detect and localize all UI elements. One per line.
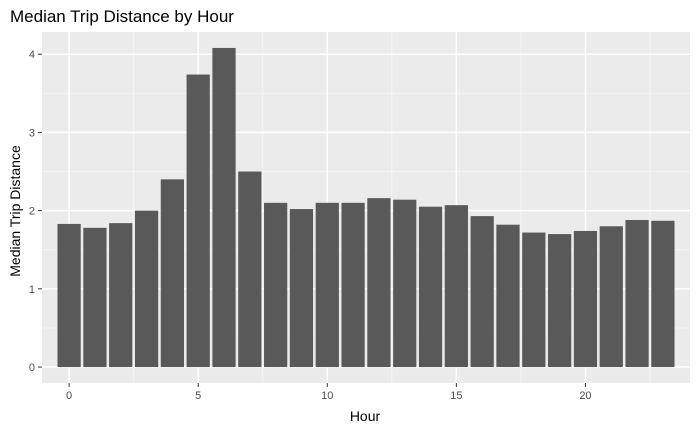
bar-hour-6 [212, 47, 236, 368]
x-tick-label: 20 [579, 390, 591, 402]
y-axis: 0 1 2 3 4 [29, 49, 42, 374]
bar-hour-9 [289, 209, 314, 368]
bar-hour-23 [651, 220, 675, 368]
bar-hour-7 [238, 171, 262, 368]
bar-hour-20 [573, 230, 598, 368]
x-tick-label: 15 [450, 390, 462, 402]
bar-hour-12 [367, 198, 391, 368]
x-tick-label: 10 [321, 390, 333, 402]
bar-hour-1 [83, 227, 107, 368]
bar-hour-17 [496, 224, 520, 368]
bars [57, 47, 675, 368]
x-axis-title: Hour [350, 408, 381, 424]
bar-hour-22 [625, 220, 649, 368]
bar-hour-13 [393, 199, 417, 368]
y-tick-label: 2 [29, 206, 35, 218]
bar-hour-8 [264, 202, 288, 368]
bar-hour-0 [57, 223, 81, 368]
bar-hour-3 [134, 210, 159, 368]
bar-hour-14 [418, 206, 443, 368]
y-tick-label: 3 [29, 127, 35, 139]
bar-hour-2 [109, 223, 133, 368]
y-tick-label: 1 [29, 284, 35, 296]
x-axis: 0 5 10 15 20 [66, 383, 592, 402]
bar-hour-19 [548, 234, 572, 368]
y-tick-label: 0 [29, 362, 35, 374]
bar-hour-18 [522, 232, 546, 368]
y-tick-label: 4 [29, 49, 35, 61]
bar-hour-10 [315, 202, 339, 368]
x-tick-label: 5 [195, 390, 201, 402]
bar-hour-15 [444, 205, 468, 368]
bar-hour-16 [470, 216, 494, 368]
y-axis-title: Median Trip Distance [7, 145, 23, 277]
bar-hour-4 [160, 179, 184, 368]
bar-hour-5 [186, 74, 210, 368]
bar-hour-11 [341, 202, 365, 368]
chart-title: Median Trip Distance by Hour [10, 7, 234, 26]
bar-hour-21 [599, 226, 623, 368]
x-tick-label: 0 [66, 390, 72, 402]
